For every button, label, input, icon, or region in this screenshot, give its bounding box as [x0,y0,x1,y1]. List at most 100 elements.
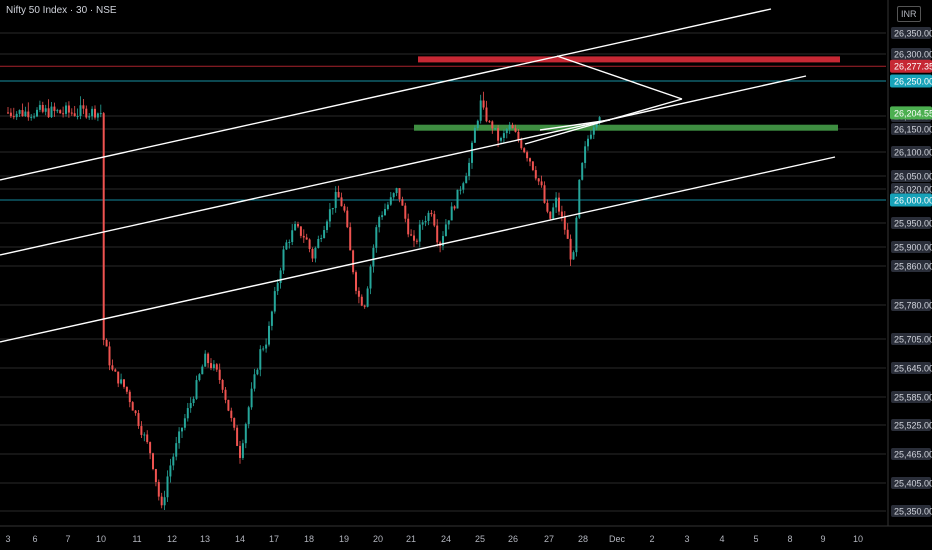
candle-body [447,220,450,225]
x-tick-label: 20 [373,534,383,544]
candle-body [398,188,401,200]
currency-button[interactable]: INR [897,6,921,22]
y-tick-bg [891,448,931,460]
candle-body [24,111,27,117]
y-tick-bg [891,362,931,374]
y-tick-bg [891,241,931,253]
candle-body [401,199,404,206]
candle-body [560,211,563,217]
candle-body [270,311,273,326]
candle-body [569,238,572,260]
candle-body [526,152,529,159]
y-tick-bg [891,183,931,195]
candle-body [36,109,38,117]
candle-body [99,113,102,115]
candle-body [587,138,589,147]
candle-body [134,410,137,414]
y-tick-bg [891,391,931,403]
candle-body [79,105,82,117]
candles [7,91,601,511]
candle-body [59,110,62,114]
candle-body [12,116,15,118]
x-tick-label: 28 [578,534,588,544]
y-tick-label: 25,465.00 [894,450,932,460]
x-tick-label: 17 [269,534,279,544]
x-tick-label: 2 [649,534,654,544]
x-tick-label: 24 [441,534,451,544]
x-tick-label: 3 [5,534,10,544]
candle-body [343,206,346,211]
x-tick-label: 21 [406,534,416,544]
candle-body [386,204,389,210]
candle-body [410,234,413,236]
candle-body [323,230,326,239]
candle-body [453,206,456,209]
candle-body [88,116,91,118]
x-tick-label: 12 [167,534,177,544]
candle-body [241,443,244,458]
y-tick-label: 25,350.00 [894,507,932,517]
x-tick-label: 3 [684,534,689,544]
candle-body [578,179,581,218]
candle-body [555,197,558,208]
horizontal-levels [0,65,886,201]
candle-body [212,364,215,369]
y-tick-label: 25,585.00 [894,393,932,403]
candle-body [346,210,349,228]
candle-body [415,240,418,242]
candle-body [389,197,392,205]
candle-body [233,418,236,428]
candle-body [543,185,546,203]
candle-body [273,291,276,312]
trend-channel [0,8,836,343]
price-labels: 26,277.35 26,250.00 26,204.55 26,000.00 [890,59,932,207]
grid-lines [0,0,932,527]
candle-body [517,131,520,141]
y-tick-bg [891,123,931,135]
x-tick-label: 9 [820,534,825,544]
candle-body [152,453,154,470]
candle-body [488,121,491,123]
price-zones [414,56,840,131]
candle-body [355,272,357,291]
candle-body [340,197,343,207]
y-tick-label: 25,900.00 [894,243,932,253]
candle-body [430,212,433,215]
candle-body [357,290,360,297]
x-tick-label: 8 [787,534,792,544]
y-tick-label: 25,705.00 [894,335,932,345]
price-label-bg [890,74,932,88]
candle-body [589,134,592,139]
trend-line [539,119,611,131]
x-tick-label: 6 [32,534,37,544]
candle-body [276,282,279,292]
candle-body [183,418,186,428]
candle-body [442,236,444,246]
candle-body [7,112,9,114]
candle-body [282,249,285,271]
candle-body [297,224,299,227]
candle-body [462,183,465,190]
y-tick-label: 26,020.00 [894,185,932,195]
candle-body [421,222,424,225]
candle-body [384,209,386,216]
candle-body [366,288,369,307]
y-tick-bg [891,333,931,345]
x-tick-label: 26 [508,534,518,544]
candle-body [378,217,381,228]
candle-body [94,108,96,118]
candle-body [584,146,587,163]
candle-body [47,108,50,118]
candle-body [418,224,421,242]
candle-body [546,202,549,212]
candle-body [70,112,73,114]
candle-body [534,170,537,179]
price-label: 26,000.00 [894,196,932,206]
price-label-bg [890,106,932,120]
candle-body [444,224,447,237]
y-tick-bg [891,48,931,60]
candle-body [352,250,355,273]
candle-body [256,369,259,375]
candle-body [253,374,256,389]
